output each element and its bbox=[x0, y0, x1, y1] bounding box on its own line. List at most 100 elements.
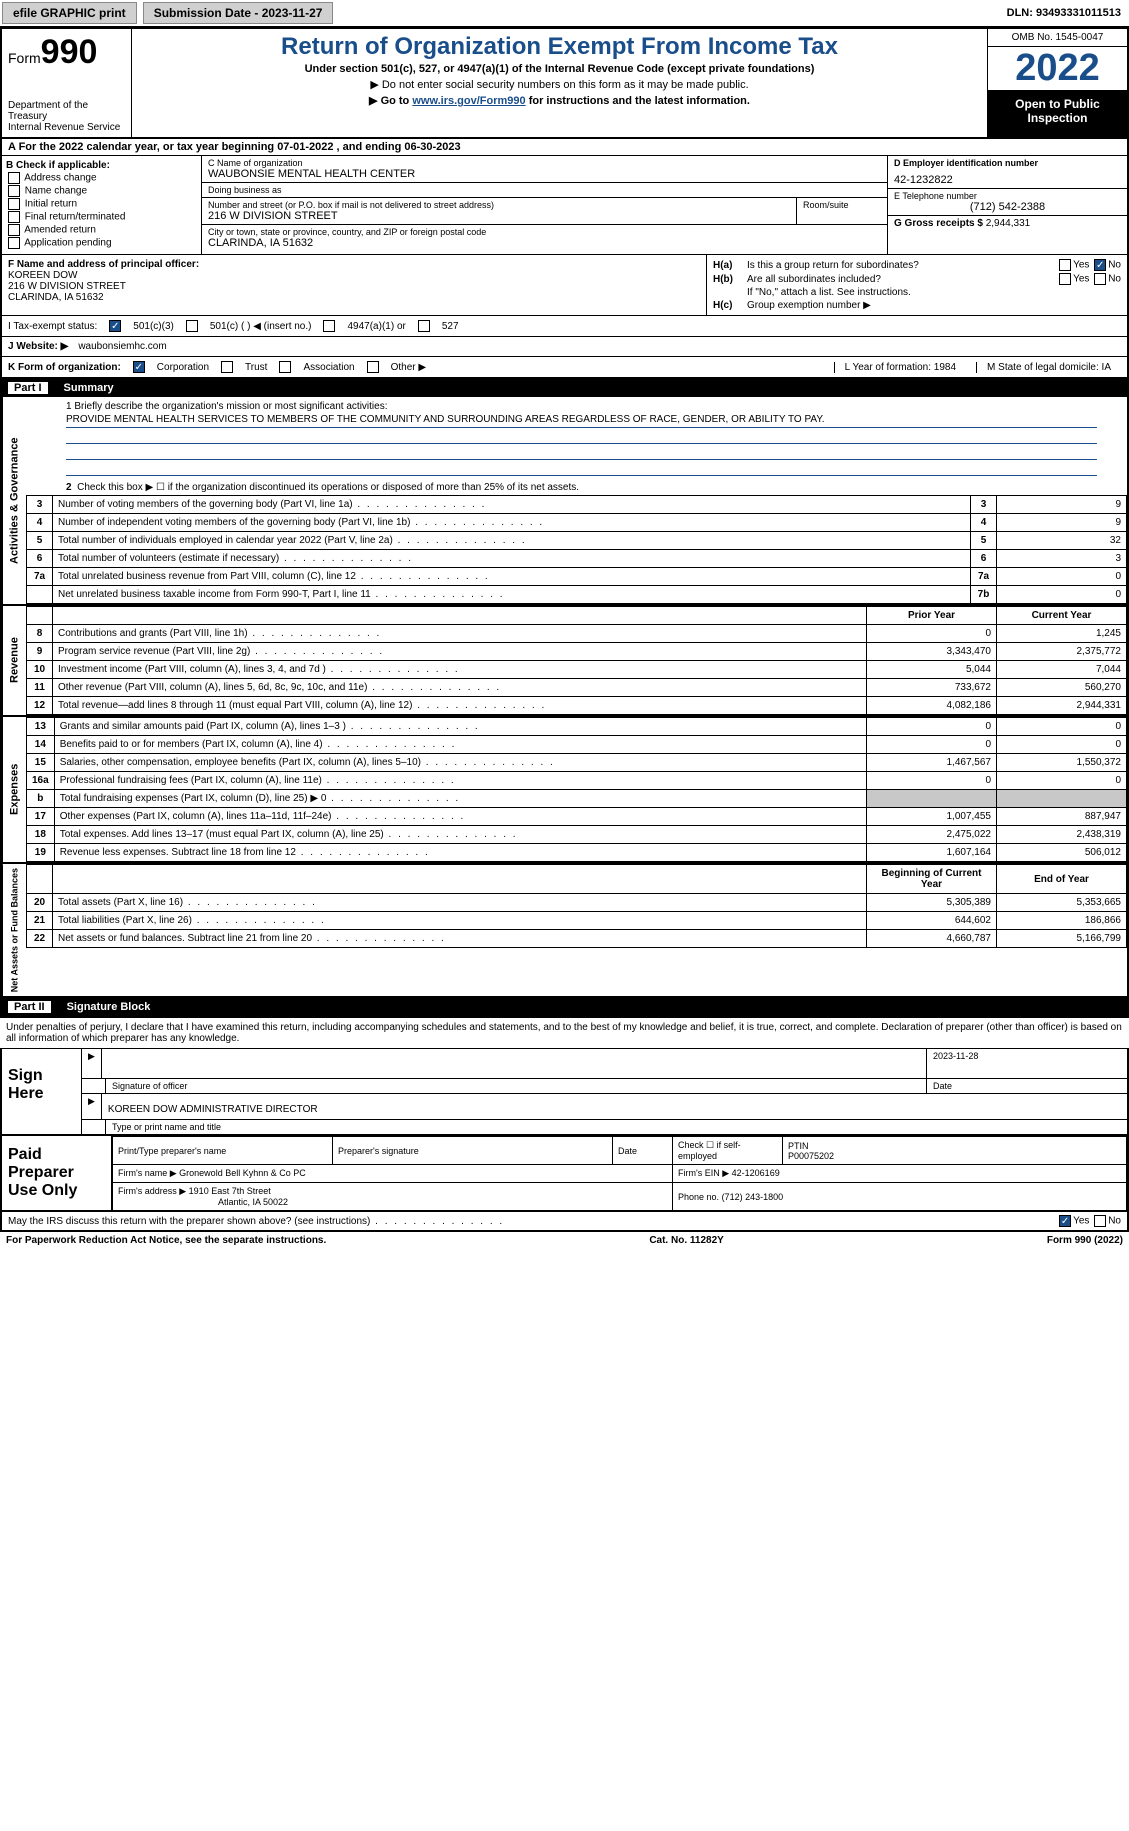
sect-netassets: Net Assets or Fund Balances Beginning of… bbox=[0, 864, 1129, 998]
prep-h4: Check ☐ if self-employed bbox=[673, 1137, 783, 1165]
note-link: ▶ Go to www.irs.gov/Form990 for instruct… bbox=[142, 94, 977, 107]
form-title: Return of Organization Exempt From Incom… bbox=[142, 33, 977, 61]
check-501c[interactable] bbox=[186, 320, 198, 332]
efile-print-button[interactable]: efile GRAPHIC print bbox=[2, 2, 137, 24]
preparer-label: Paid Preparer Use Only bbox=[2, 1136, 112, 1210]
mission-prompt: 1 Briefly describe the organization's mi… bbox=[66, 401, 1097, 412]
ptin-value: P00075202 bbox=[788, 1151, 834, 1161]
submission-date-button[interactable]: Submission Date - 2023-11-27 bbox=[143, 2, 334, 24]
print-name-label: Type or print name and title bbox=[106, 1120, 1127, 1134]
firm-addr1: 1910 East 7th Street bbox=[189, 1186, 271, 1196]
discuss-no[interactable] bbox=[1094, 1215, 1106, 1227]
cat-no: Cat. No. 11282Y bbox=[649, 1235, 723, 1246]
vtab-revenue: Revenue bbox=[2, 606, 26, 715]
room-label: Room/suite bbox=[803, 200, 881, 210]
date-label: Date bbox=[927, 1079, 1127, 1093]
opt-pending: Application pending bbox=[24, 238, 111, 249]
hb-note: If "No," attach a list. See instructions… bbox=[713, 287, 1121, 298]
ha-yes[interactable] bbox=[1059, 259, 1071, 271]
na-table: Beginning of Current YearEnd of Year20To… bbox=[26, 864, 1127, 948]
form-label: Form bbox=[8, 50, 41, 66]
open-public: Open to Public Inspection bbox=[988, 91, 1127, 137]
line2: 2 Check this box ▶ ☐ if the organization… bbox=[26, 480, 1127, 495]
korg-row: K Form of organization: ✓Corporation Tru… bbox=[0, 357, 1129, 379]
check-name[interactable] bbox=[8, 185, 20, 197]
dln-text: DLN: 93493331011513 bbox=[1007, 7, 1127, 19]
vtab-netassets: Net Assets or Fund Balances bbox=[2, 864, 26, 996]
hb-yes[interactable] bbox=[1059, 273, 1071, 285]
irs-link[interactable]: www.irs.gov/Form990 bbox=[412, 95, 525, 107]
part1-title: Summary bbox=[64, 382, 114, 394]
txt-527: 527 bbox=[442, 321, 459, 332]
prep-h1: Print/Type preparer's name bbox=[113, 1137, 333, 1165]
col-c: C Name of organization WAUBONSIE MENTAL … bbox=[202, 156, 887, 254]
txt-corp: Corporation bbox=[157, 362, 209, 373]
form-number: 990 bbox=[41, 33, 98, 71]
check-501c3[interactable]: ✓ bbox=[109, 320, 121, 332]
note-ssn: ▶ Do not enter social security numbers o… bbox=[142, 78, 977, 91]
no-label2: No bbox=[1108, 274, 1121, 285]
firm-addr-label: Firm's address ▶ bbox=[118, 1186, 186, 1196]
prep-h3: Date bbox=[613, 1137, 673, 1165]
street-label: Number and street (or P.O. box if mail i… bbox=[208, 200, 790, 210]
opt-address: Address change bbox=[24, 173, 96, 184]
gross-value: 2,944,331 bbox=[986, 218, 1031, 229]
yes-label2: Yes bbox=[1073, 274, 1089, 285]
form-subtitle: Under section 501(c), 527, or 4947(a)(1)… bbox=[142, 63, 977, 75]
dba-label: Doing business as bbox=[208, 185, 881, 195]
tax-year: 2022 bbox=[988, 47, 1127, 91]
check-corp[interactable]: ✓ bbox=[133, 361, 145, 373]
bottom-row: For Paperwork Reduction Act Notice, see … bbox=[0, 1232, 1129, 1249]
korg-label: K Form of organization: bbox=[8, 362, 121, 373]
status-label: I Tax-exempt status: bbox=[8, 321, 97, 332]
sect-revenue: Revenue Prior YearCurrent Year8Contribut… bbox=[0, 606, 1129, 717]
phone-label: E Telephone number bbox=[894, 191, 1121, 201]
yes-label: Yes bbox=[1073, 260, 1089, 271]
firm-name-label: Firm's name ▶ bbox=[118, 1168, 177, 1178]
gross-label: G Gross receipts $ bbox=[894, 218, 983, 229]
city-value: CLARINDA, IA 51632 bbox=[208, 237, 313, 249]
hb-no[interactable] bbox=[1094, 273, 1106, 285]
check-trust[interactable] bbox=[221, 361, 233, 373]
header-right: OMB No. 1545-0047 2022 Open to Public In… bbox=[987, 29, 1127, 137]
firm-phone: (712) 243-1800 bbox=[722, 1192, 784, 1202]
hc-text: Group exemption number ▶ bbox=[747, 300, 871, 311]
check-initial[interactable] bbox=[8, 198, 20, 210]
ptin-label: PTIN bbox=[788, 1141, 809, 1151]
form-footer: Form 990 (2022) bbox=[1047, 1235, 1123, 1246]
arrow-icon2: ▶ bbox=[82, 1094, 102, 1119]
txt-4947: 4947(a)(1) or bbox=[347, 321, 405, 332]
dept-text: Department of the Treasury Internal Reve… bbox=[8, 100, 125, 133]
col-b: B Check if applicable: Address change Na… bbox=[2, 156, 202, 254]
check-address[interactable] bbox=[8, 172, 20, 184]
sig-officer-label: Signature of officer bbox=[106, 1079, 927, 1093]
firm-ein-label: Firm's EIN ▶ bbox=[678, 1168, 729, 1178]
gov-table: 3Number of voting members of the governi… bbox=[26, 495, 1127, 604]
mission-box: 1 Briefly describe the organization's mi… bbox=[26, 397, 1127, 480]
website-label: J Website: ▶ bbox=[8, 341, 68, 352]
top-bar: efile GRAPHIC print Submission Date - 20… bbox=[0, 0, 1129, 27]
part2-header: Part II Signature Block bbox=[0, 998, 1129, 1016]
opt-final: Final return/terminated bbox=[25, 212, 126, 223]
penalty-text: Under penalties of perjury, I declare th… bbox=[0, 1016, 1129, 1048]
check-527[interactable] bbox=[418, 320, 430, 332]
year-formation: L Year of formation: 1984 bbox=[834, 362, 966, 373]
check-4947[interactable] bbox=[323, 320, 335, 332]
officer-city: CLARINDA, IA 51632 bbox=[8, 292, 104, 303]
officer-street: 216 W DIVISION STREET bbox=[8, 281, 126, 292]
discuss-yes[interactable]: ✓ bbox=[1059, 1215, 1071, 1227]
check-final[interactable] bbox=[8, 211, 20, 223]
check-assoc[interactable] bbox=[279, 361, 291, 373]
ein-label: D Employer identification number bbox=[894, 158, 1121, 168]
txt-501c3: 501(c)(3) bbox=[133, 321, 174, 332]
check-pending[interactable] bbox=[8, 237, 20, 249]
part2-num: Part II bbox=[8, 1001, 51, 1013]
discuss-no-label: No bbox=[1108, 1216, 1121, 1227]
firm-addr2: Atlantic, IA 50022 bbox=[118, 1197, 288, 1207]
ha-no[interactable]: ✓ bbox=[1094, 259, 1106, 271]
check-amended[interactable] bbox=[8, 224, 20, 236]
discuss-text: May the IRS discuss this return with the… bbox=[8, 1216, 504, 1227]
prep-h2: Preparer's signature bbox=[333, 1137, 613, 1165]
opt-name: Name change bbox=[25, 186, 87, 197]
check-other[interactable] bbox=[367, 361, 379, 373]
